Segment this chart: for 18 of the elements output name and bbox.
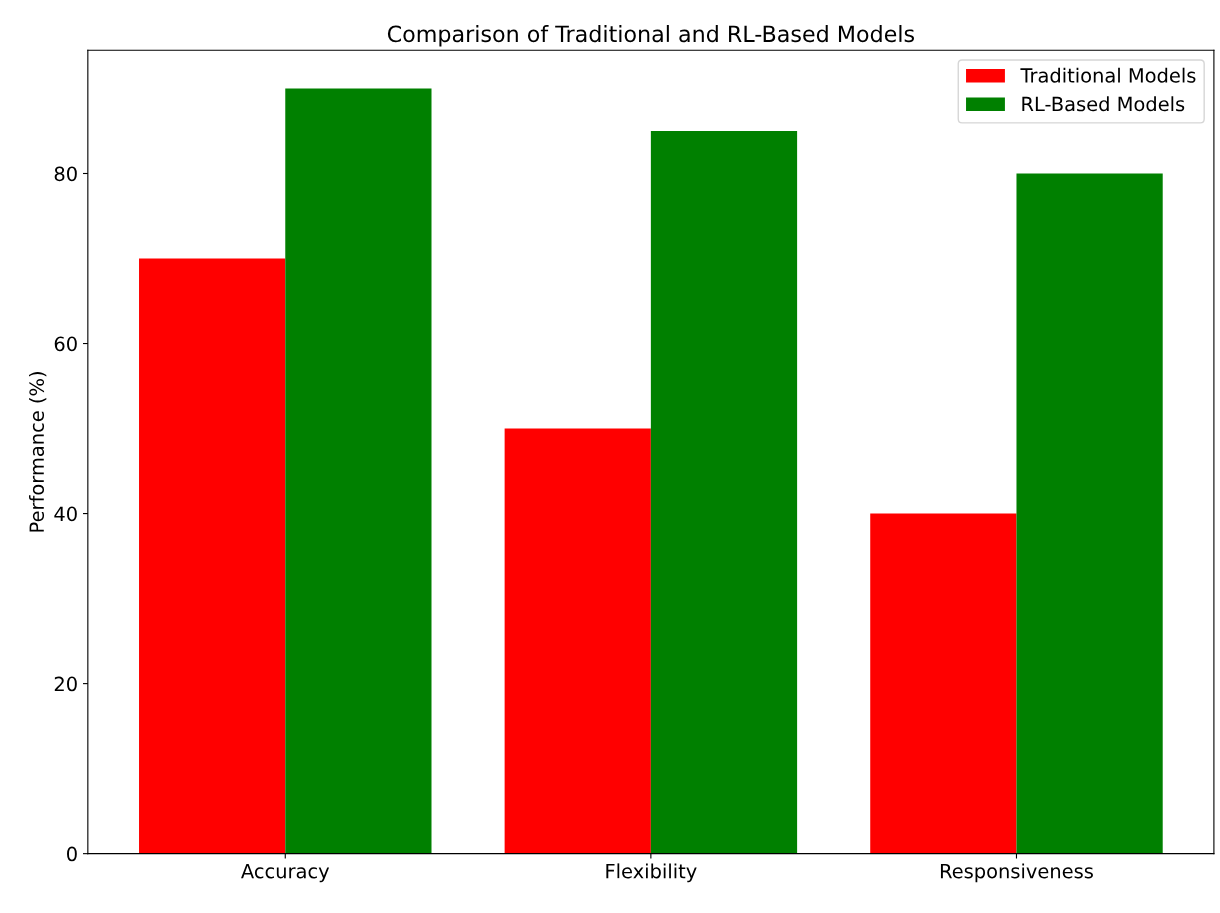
legend-label: RL-Based Models: [1022, 96, 1185, 112]
y-tick-label: 20: [54, 676, 77, 692]
legend-label: Traditional Models: [1020, 67, 1196, 83]
bar: [1016, 173, 1163, 854]
chart-title: Comparison of Traditional and RL-Based Models: [387, 25, 915, 47]
y-tick-label: 80: [54, 166, 77, 182]
bar: [504, 428, 651, 854]
y-tick-label: 40: [54, 506, 77, 522]
y-axis-title: Performance (%): [29, 372, 47, 532]
x-tick-label: Flexibility: [606, 863, 697, 883]
x-tick-label: Responsiveness: [940, 863, 1093, 883]
x-tick-label: Accuracy: [241, 863, 330, 883]
y-tick-label: 0: [67, 846, 77, 862]
bar: [650, 130, 798, 854]
y-tick-label: 60: [54, 336, 77, 352]
bar: [285, 88, 432, 854]
bar: [139, 258, 286, 854]
bar: [870, 513, 1017, 854]
